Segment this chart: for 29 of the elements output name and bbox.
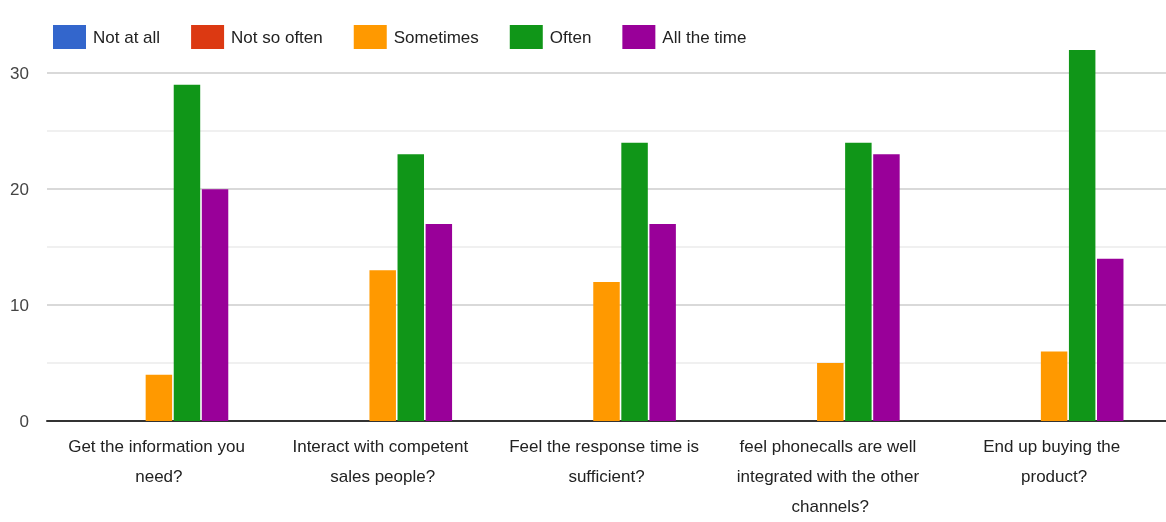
y-tick-label: 10 xyxy=(10,295,29,315)
bar xyxy=(1068,50,1096,421)
bar xyxy=(425,223,453,421)
bar xyxy=(1097,258,1124,421)
x-tick-label: End up buying the product? xyxy=(983,436,1125,486)
bar xyxy=(593,281,620,421)
x-tick-label: Interact with competent sales people? xyxy=(292,436,473,486)
bar xyxy=(817,363,844,421)
bar xyxy=(173,84,201,421)
bar xyxy=(201,189,229,421)
y-tick-label: 0 xyxy=(19,411,29,431)
bar xyxy=(845,142,872,421)
bar xyxy=(649,223,676,421)
bar xyxy=(621,142,648,421)
y-tick-label: 30 xyxy=(10,63,29,83)
legend-label: Often xyxy=(549,27,592,47)
bar xyxy=(1040,351,1068,421)
legend-label: Sometimes xyxy=(393,27,479,47)
legend-label: Not at all xyxy=(93,27,161,47)
y-tick-label: 20 xyxy=(10,179,29,199)
x-tick-label: Get the information you need? xyxy=(68,436,250,486)
bar xyxy=(145,374,173,421)
x-tick-label: Feel the response time is sufficient? xyxy=(509,436,704,486)
bar xyxy=(369,270,396,421)
legend-label: Not so often xyxy=(231,27,323,47)
legend-label: All the time xyxy=(662,27,747,47)
x-tick-label: feel phonecalls are well integrated with the other channels? xyxy=(736,436,924,516)
bar xyxy=(397,154,425,421)
bar xyxy=(873,154,900,421)
